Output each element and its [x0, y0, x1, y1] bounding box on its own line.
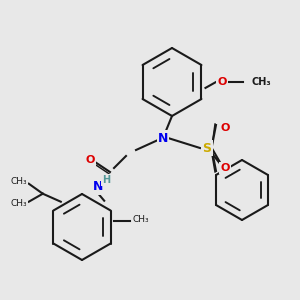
- Text: O: O: [220, 163, 230, 173]
- Text: CH₃: CH₃: [251, 77, 271, 87]
- Text: H: H: [102, 175, 110, 185]
- Text: O: O: [85, 155, 95, 165]
- Text: CH₃: CH₃: [10, 199, 27, 208]
- Text: N: N: [93, 181, 103, 194]
- Text: N: N: [158, 131, 168, 145]
- Text: CH₃: CH₃: [133, 215, 149, 224]
- Text: S: S: [202, 142, 211, 154]
- Text: O: O: [220, 123, 230, 133]
- Text: CH₃: CH₃: [10, 177, 27, 186]
- Text: O: O: [217, 77, 227, 87]
